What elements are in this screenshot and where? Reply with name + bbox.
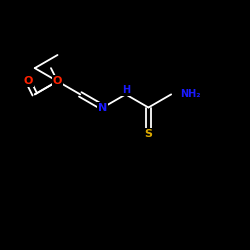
Text: S: S <box>144 129 152 139</box>
Text: H: H <box>122 85 130 95</box>
Text: O: O <box>53 76 62 86</box>
Text: N: N <box>98 102 108 113</box>
Text: NH₂: NH₂ <box>180 90 201 99</box>
Text: O: O <box>24 76 33 86</box>
